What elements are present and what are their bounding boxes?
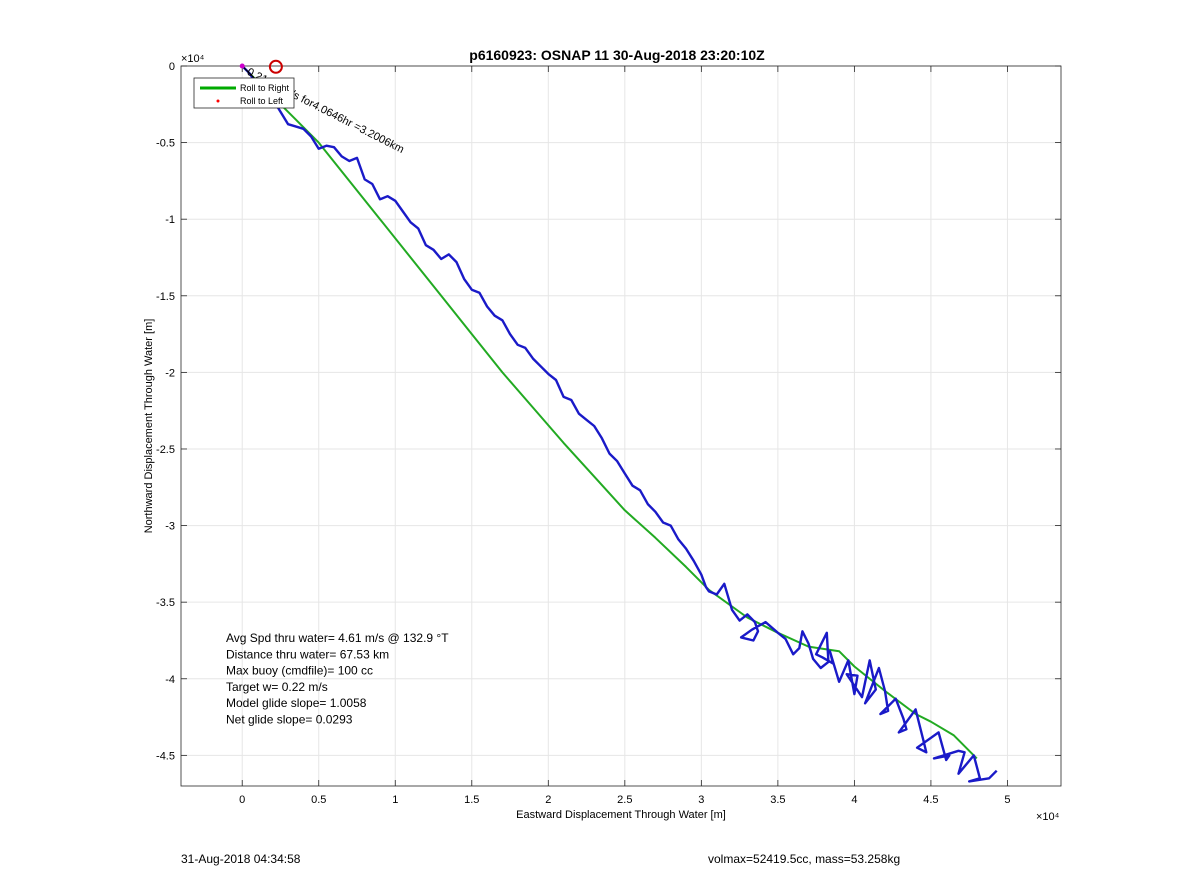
x-tick-label: 4.5: [923, 794, 938, 806]
start-marker-circle: [270, 61, 282, 73]
y-tick-label: -2.5: [156, 444, 175, 456]
grid-lines: [181, 66, 1061, 786]
y-tick-label: -4.5: [156, 750, 175, 762]
legend-label-roll-right: Roll to Right: [240, 83, 290, 93]
x-tick-label: 3: [698, 794, 704, 806]
legend-dot-roll-left: [217, 100, 220, 103]
y-tick-label: -4: [165, 674, 175, 686]
x-tick-label: 3.5: [770, 794, 785, 806]
y-tick-label: 0: [169, 61, 175, 73]
stat-line: Max buoy (cmdfile)= 100 cc: [226, 664, 373, 678]
stat-line: Avg Spd thru water= 4.61 m/s @ 132.9 °T: [226, 631, 449, 645]
x-axis-label: Eastward Displacement Through Water [m]: [516, 809, 726, 821]
footer-volmax-mass: volmax=52419.5cc, mass=53.258kg: [708, 852, 900, 866]
legend: Roll to Right Roll to Left: [194, 78, 294, 108]
plot-area: [181, 66, 1061, 786]
chart-title: p6160923: OSNAP 11 30-Aug-2018 23:20:10Z: [469, 47, 765, 63]
stat-line: Net glide slope= 0.0293: [226, 713, 353, 727]
y-tick-label: -0.5: [156, 138, 175, 150]
x-tick-label: 5: [1004, 794, 1010, 806]
y-tick-label: -1.5: [156, 291, 175, 303]
y-tick-label: -3: [165, 521, 175, 533]
stat-line: Distance thru water= 67.53 km: [226, 647, 389, 661]
y-tick-label: -1: [165, 214, 175, 226]
x-tick-label: 0: [239, 794, 245, 806]
x-tick-label: 1: [392, 794, 398, 806]
x-axis-exponent: ×10⁴: [1036, 811, 1060, 823]
stat-line: Model glide slope= 1.0058: [226, 696, 367, 710]
footer-timestamp: 31-Aug-2018 04:34:58: [181, 852, 300, 866]
y-axis-label: Northward Displacement Through Water [m]: [143, 319, 155, 534]
x-tick-label: 1.5: [464, 794, 479, 806]
stat-line: Target w= 0.22 m/s: [226, 680, 328, 694]
legend-label-roll-left: Roll to Left: [240, 96, 284, 106]
axes-box: [181, 66, 1061, 786]
y-tick-label: -3.5: [156, 597, 175, 609]
x-tick-label: 0.5: [311, 794, 326, 806]
x-tick-label: 2.5: [617, 794, 632, 806]
x-tick-label: 2: [545, 794, 551, 806]
x-tick-label: 4: [851, 794, 857, 806]
y-axis-exponent: ×10⁴: [181, 53, 205, 65]
y-tick-label: -2: [165, 367, 175, 379]
origin-marker: [240, 64, 245, 69]
